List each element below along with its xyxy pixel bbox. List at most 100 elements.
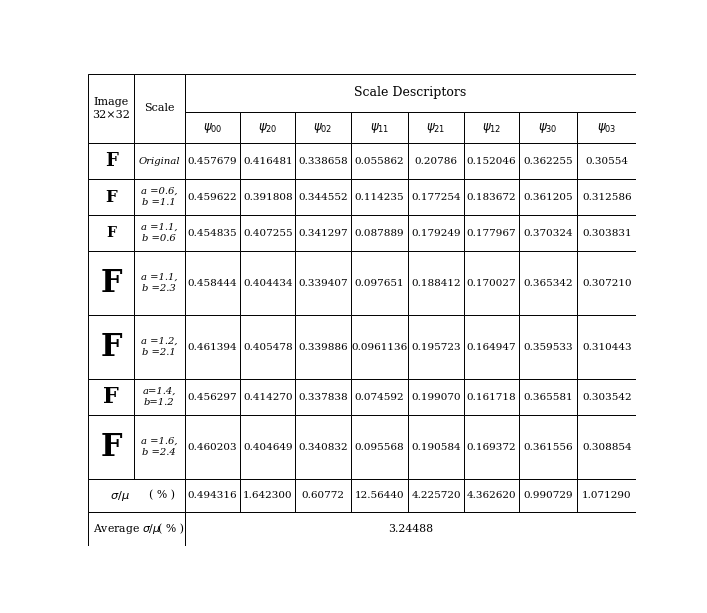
Text: 0.365581: 0.365581: [523, 392, 573, 402]
Text: $\psi_{11}$: $\psi_{11}$: [370, 121, 390, 135]
Bar: [296, 479, 351, 512]
Bar: [134, 74, 185, 143]
Bar: [88, 251, 134, 315]
Text: Average $\sigma/\mu$: Average $\sigma/\mu$: [93, 522, 161, 536]
Bar: [240, 379, 296, 415]
Text: 0.177967: 0.177967: [467, 229, 516, 238]
Bar: [577, 112, 636, 143]
Text: F: F: [106, 226, 116, 240]
Bar: [409, 479, 464, 512]
Bar: [577, 143, 636, 179]
Text: 0.183672: 0.183672: [467, 192, 516, 202]
Bar: [409, 379, 464, 415]
Text: 0.179249: 0.179249: [411, 229, 461, 238]
Text: $\psi_{02}$: $\psi_{02}$: [313, 121, 333, 135]
Bar: [577, 315, 636, 379]
Text: $\psi_{00}$: $\psi_{00}$: [203, 121, 222, 135]
Bar: [464, 112, 519, 143]
Bar: [240, 415, 296, 479]
Text: 0.114235: 0.114235: [355, 192, 404, 202]
Text: 0.152046: 0.152046: [467, 156, 516, 166]
Bar: [240, 215, 296, 251]
Text: 0.341297: 0.341297: [298, 229, 348, 238]
Text: 0.169372: 0.169372: [467, 443, 516, 452]
Bar: [577, 379, 636, 415]
Bar: [134, 179, 185, 215]
Text: 0.461394: 0.461394: [187, 343, 238, 351]
Text: 0.097651: 0.097651: [355, 279, 404, 287]
Text: F: F: [100, 332, 122, 362]
Bar: [519, 251, 577, 315]
Bar: [88, 179, 134, 215]
Text: 0.339886: 0.339886: [298, 343, 348, 351]
Text: 0.055862: 0.055862: [355, 156, 404, 166]
Text: 0.990729: 0.990729: [523, 491, 573, 500]
Bar: [88, 143, 134, 179]
Text: Scale Descriptors: Scale Descriptors: [354, 86, 467, 99]
Bar: [88, 512, 185, 546]
Text: 0.303542: 0.303542: [582, 392, 631, 402]
Text: 0.361205: 0.361205: [523, 192, 573, 202]
Bar: [88, 415, 134, 479]
Text: 0.095568: 0.095568: [355, 443, 404, 452]
Text: 1.642300: 1.642300: [243, 491, 293, 500]
Text: 3.24488: 3.24488: [388, 524, 433, 534]
Text: 1.071290: 1.071290: [582, 491, 631, 500]
Bar: [296, 379, 351, 415]
Bar: [577, 415, 636, 479]
Bar: [351, 112, 409, 143]
Bar: [134, 415, 185, 479]
Bar: [464, 315, 519, 379]
Text: ( % ): ( % ): [149, 490, 175, 501]
Text: F: F: [100, 432, 122, 462]
Bar: [88, 215, 134, 251]
Bar: [185, 415, 240, 479]
Bar: [351, 315, 409, 379]
Bar: [351, 379, 409, 415]
Text: 4.225720: 4.225720: [411, 491, 461, 500]
Text: 0.460203: 0.460203: [187, 443, 238, 452]
Bar: [464, 179, 519, 215]
Bar: [240, 143, 296, 179]
Bar: [409, 143, 464, 179]
Text: 0.459622: 0.459622: [187, 192, 238, 202]
Bar: [88, 74, 134, 143]
Bar: [134, 315, 185, 379]
Text: $\psi_{20}$: $\psi_{20}$: [258, 121, 278, 135]
Text: 0.339407: 0.339407: [298, 279, 348, 287]
Bar: [296, 415, 351, 479]
Text: a=1.4,
b=1.2: a=1.4, b=1.2: [143, 387, 176, 407]
Text: F: F: [105, 189, 117, 205]
Bar: [296, 143, 351, 179]
Text: Original: Original: [139, 156, 180, 166]
Bar: [351, 479, 409, 512]
Bar: [185, 74, 636, 112]
Bar: [185, 315, 240, 379]
Bar: [88, 479, 185, 512]
Text: 0.404649: 0.404649: [243, 443, 293, 452]
Bar: [134, 215, 185, 251]
Bar: [519, 379, 577, 415]
Text: $\sigma/\mu$: $\sigma/\mu$: [110, 489, 129, 503]
Text: ( % ): ( % ): [158, 524, 184, 534]
Bar: [296, 315, 351, 379]
Text: 0.457679: 0.457679: [187, 156, 238, 166]
Text: $\psi_{12}$: $\psi_{12}$: [481, 121, 501, 135]
Text: 0.303831: 0.303831: [582, 229, 631, 238]
Text: 0.340832: 0.340832: [298, 443, 348, 452]
Text: 0.199070: 0.199070: [411, 392, 461, 402]
Bar: [351, 415, 409, 479]
Bar: [240, 112, 296, 143]
Text: 0.0961136: 0.0961136: [351, 343, 408, 351]
Text: 0.454835: 0.454835: [187, 229, 238, 238]
Text: a =1.2,
b =2.1: a =1.2, b =2.1: [141, 337, 177, 357]
Text: 0.20786: 0.20786: [414, 156, 457, 166]
Text: F: F: [105, 152, 117, 170]
Text: F: F: [103, 386, 119, 408]
Text: 0.074592: 0.074592: [355, 392, 404, 402]
Bar: [464, 415, 519, 479]
Bar: [185, 179, 240, 215]
Bar: [88, 379, 134, 415]
Text: 0.308854: 0.308854: [582, 443, 631, 452]
Bar: [134, 379, 185, 415]
